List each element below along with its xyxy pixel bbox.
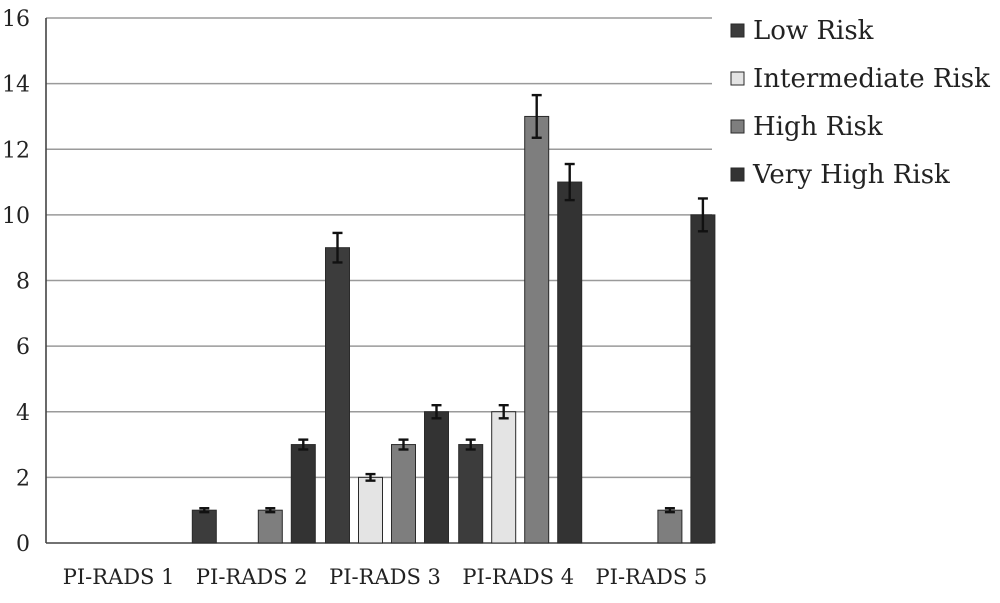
error-bar xyxy=(498,403,509,420)
error-bar xyxy=(398,438,409,451)
bar-very-high-risk xyxy=(290,444,316,544)
error-bar xyxy=(199,507,210,514)
y-tick-label: 12 xyxy=(2,138,30,163)
legend-swatch xyxy=(730,167,745,182)
bar-very-high-risk xyxy=(424,411,449,544)
legend-label: High Risk xyxy=(753,112,883,142)
bar-very-high-risk xyxy=(557,181,583,544)
x-category-label: PI-RADS 2 xyxy=(196,565,308,589)
x-category-label: PI-RADS 3 xyxy=(329,565,441,589)
legend-item: Very High Risk xyxy=(730,160,950,190)
legend-label: Low Risk xyxy=(753,16,874,46)
bar-very-high-risk xyxy=(690,214,716,544)
error-bar xyxy=(564,162,575,202)
y-tick-label: 0 xyxy=(16,532,30,557)
bar-high-risk xyxy=(657,509,683,544)
bar-intermediate-risk xyxy=(491,411,517,544)
y-tick-label: 10 xyxy=(2,204,30,229)
error-bar xyxy=(664,507,675,514)
legend-item: Intermediate Risk xyxy=(730,64,990,94)
legend-item: Low Risk xyxy=(730,16,874,46)
y-tick-label: 4 xyxy=(16,401,30,426)
y-tick-label: 2 xyxy=(16,466,30,491)
y-tick-label: 14 xyxy=(2,73,30,98)
error-bar xyxy=(365,472,376,482)
gridlines xyxy=(45,17,712,544)
y-tick-label: 16 xyxy=(2,7,30,32)
legend-label: Intermediate Risk xyxy=(753,64,990,94)
bars xyxy=(191,115,716,544)
bar-low-risk xyxy=(458,444,484,544)
bar-high-risk xyxy=(257,509,283,544)
error-bar xyxy=(332,231,343,264)
legend-swatch xyxy=(730,23,745,38)
legend-swatch xyxy=(730,71,745,86)
error-bar xyxy=(531,93,542,139)
bar-low-risk xyxy=(325,247,350,544)
legend-item: High Risk xyxy=(730,112,883,142)
legend: Low Risk Intermediate Risk High Risk Very H… xyxy=(730,16,990,190)
error-bar xyxy=(431,403,442,420)
x-category-label: PI-RADS 5 xyxy=(596,565,708,589)
bar-high-risk xyxy=(391,444,416,544)
x-axis-categories: PI-RADS 1 PI-RADS 2 PI-RADS 3 PI-RADS 4 PI-R… xyxy=(63,565,708,589)
legend-swatch xyxy=(730,119,745,134)
error-bar xyxy=(465,438,476,451)
error-bar xyxy=(265,507,276,514)
bar-low-risk xyxy=(191,509,217,544)
y-tick-label: 8 xyxy=(16,270,30,295)
legend-label: Very High Risk xyxy=(752,160,950,190)
y-tick-label: 6 xyxy=(16,335,30,360)
y-axis-ticks: 0 2 4 6 8 10 12 14 16 xyxy=(2,7,30,557)
x-category-label: PI-RADS 4 xyxy=(462,565,574,589)
error-bar xyxy=(298,438,309,451)
x-category-label: PI-RADS 1 xyxy=(63,565,175,589)
bar-intermediate-risk xyxy=(358,476,383,544)
error-bars xyxy=(199,93,708,514)
bar-high-risk xyxy=(524,115,550,544)
error-bar xyxy=(697,197,708,233)
